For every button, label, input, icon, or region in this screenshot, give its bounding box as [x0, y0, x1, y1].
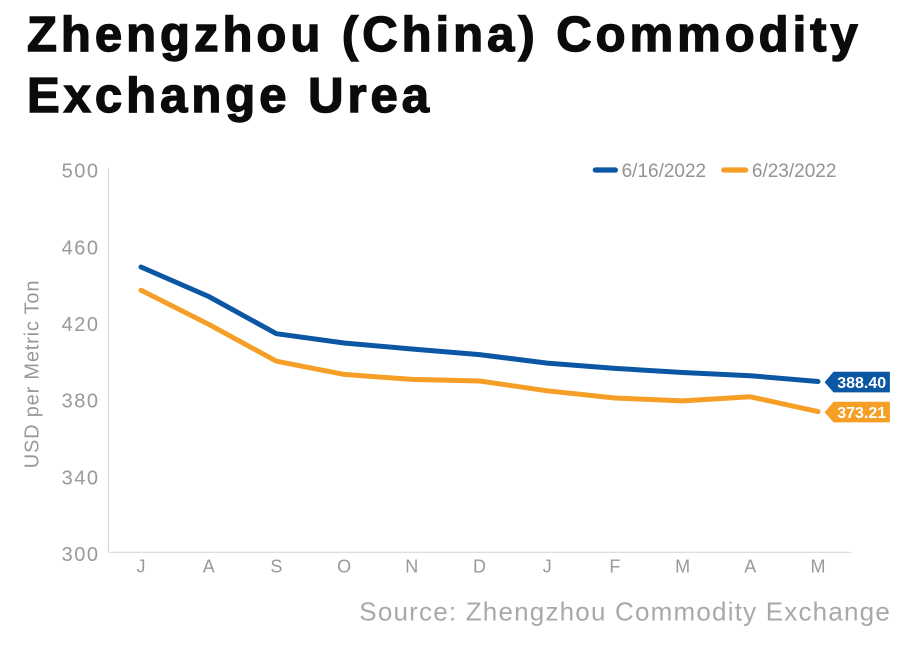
svg-text:N: N [405, 556, 418, 576]
svg-text:Source: Zhengzhou Commodity Ex: Source: Zhengzhou Commodity Exchange [359, 596, 891, 626]
svg-text:J: J [543, 556, 552, 576]
svg-text:M: M [811, 556, 826, 576]
svg-text:380: 380 [62, 391, 100, 413]
svg-text:500: 500 [62, 161, 100, 183]
svg-text:USD per Metric Ton: USD per Metric Ton [22, 280, 44, 469]
svg-text:6/16/2022: 6/16/2022 [622, 161, 707, 182]
svg-text:388.40: 388.40 [837, 375, 886, 392]
svg-text:340: 340 [62, 467, 100, 489]
svg-text:S: S [270, 556, 282, 576]
svg-text:O: O [337, 556, 351, 576]
svg-text:D: D [473, 556, 486, 576]
svg-text:J: J [137, 556, 146, 576]
svg-text:420: 420 [62, 314, 100, 336]
svg-text:F: F [609, 556, 620, 576]
svg-text:300: 300 [62, 544, 100, 566]
svg-text:M: M [675, 556, 690, 576]
svg-text:373.21: 373.21 [837, 405, 886, 422]
svg-text:6/23/2022: 6/23/2022 [752, 161, 837, 182]
svg-text:A: A [203, 556, 215, 576]
svg-text:A: A [744, 556, 756, 576]
svg-text:460: 460 [62, 237, 100, 259]
